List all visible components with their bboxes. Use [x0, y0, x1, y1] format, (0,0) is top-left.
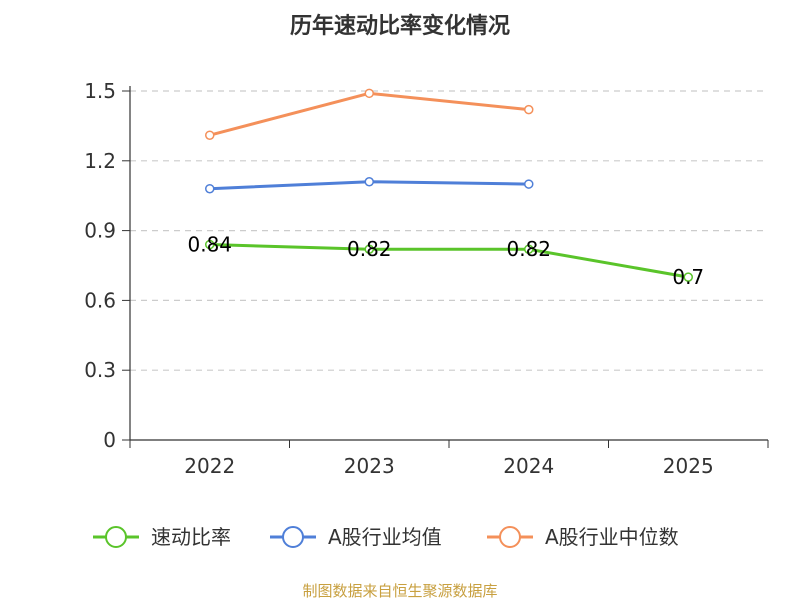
data-point [364, 176, 374, 187]
legend-label: 速动比率 [151, 525, 231, 549]
x-tick-label: 2022 [184, 454, 235, 478]
data-point [205, 130, 215, 140]
x-tick-label: 2023 [344, 454, 395, 478]
series-line [209, 243, 689, 279]
data-point [683, 272, 693, 282]
data-label: 0.7 [672, 265, 704, 289]
y-tick-label: 0.9 [84, 219, 116, 243]
legend-swatch-marker [105, 526, 127, 548]
legend-swatch-marker [499, 526, 521, 548]
data-point [364, 88, 374, 99]
data-label: 0.84 [187, 233, 232, 257]
legend-label: A股行业中位数 [545, 525, 679, 549]
chart-title: 历年速动比率变化情况 [290, 13, 510, 39]
data-point [524, 179, 534, 189]
axes: 0 0.3 0.6 0.9 1.2 1.5 2022 2023 2024 2025 [84, 79, 769, 478]
x-tick-label: 2024 [503, 454, 554, 478]
series-line [209, 91, 529, 137]
y-tick-label: 0.6 [84, 288, 116, 312]
y-tick-label: 1.2 [84, 149, 116, 173]
data-point [364, 244, 374, 254]
legend-label: A股行业均值 [328, 525, 442, 549]
data-point [205, 239, 215, 250]
y-tick-label: 0.3 [84, 358, 116, 382]
source-note: 制图数据来自恒生聚源数据库 [302, 582, 497, 600]
data-point [524, 244, 534, 254]
y-tick-label: 0 [103, 428, 116, 452]
legend-swatch-marker [282, 526, 304, 548]
data-labels: 0.84 0.82 0.82 0.7 [187, 233, 704, 290]
x-tick-label: 2025 [663, 454, 714, 478]
data-point [524, 104, 534, 115]
data-label: 0.82 [347, 237, 392, 261]
y-tick-label: 1.5 [84, 79, 116, 103]
data-point [205, 183, 215, 194]
data-label: 0.82 [506, 237, 551, 261]
series-group [205, 88, 693, 282]
legend: 速动比率 A股行业均值 A股行业中位数 [93, 525, 679, 549]
grid-lines [130, 90, 768, 371]
